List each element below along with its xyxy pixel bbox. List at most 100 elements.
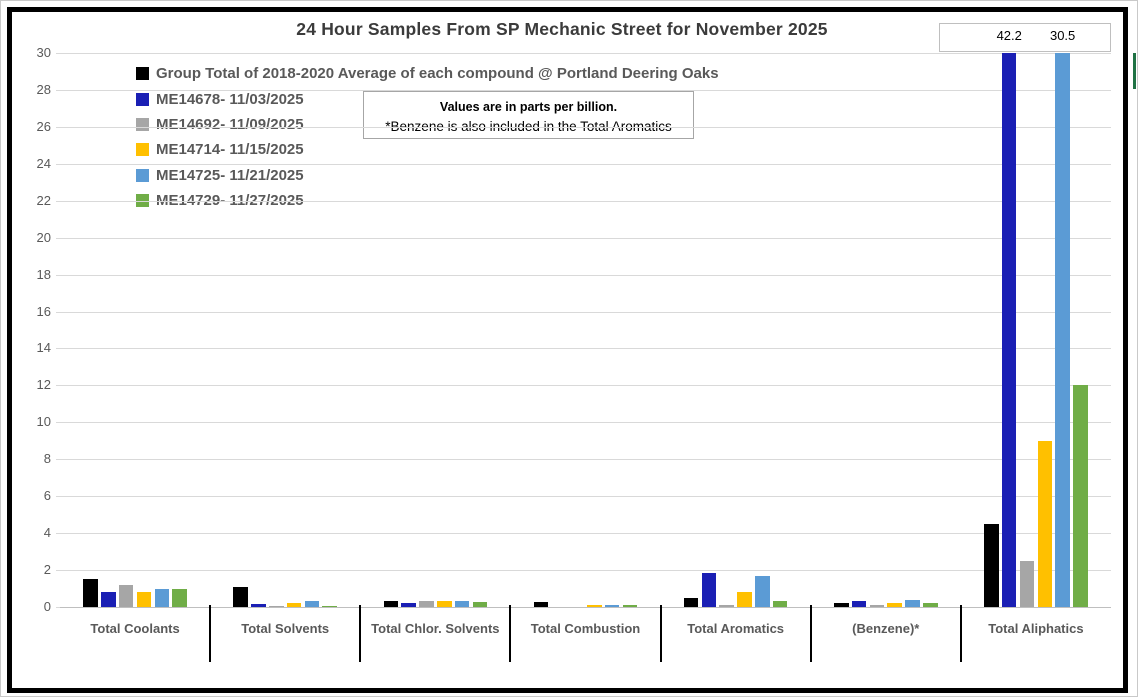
gridline-4: [60, 533, 1111, 535]
gridline-2: [60, 570, 1111, 572]
legend-label: ME14714- 11/15/2025: [156, 141, 304, 159]
bar-series1-cat5: [683, 597, 699, 607]
legend-label: ME14678- 11/03/2025: [156, 90, 304, 108]
bar-series4-cat1: [136, 592, 152, 607]
y-tick-18: [56, 274, 60, 276]
y-tick-label-8: 8: [43, 451, 51, 467]
category-label-5: Total Aromatics: [687, 621, 785, 636]
y-tick-label-10: 10: [36, 414, 51, 430]
legend-swatch-icon: [136, 67, 149, 81]
y-tick-28: [56, 89, 60, 91]
legend-label: Group Total of 2018-2020 Average of each…: [156, 65, 719, 83]
bar-series3-cat2: [269, 606, 284, 607]
bar-series1-cat7: [984, 523, 999, 607]
y-tick-0: [56, 607, 60, 608]
gridline-6: [60, 496, 1111, 498]
y-tick-label-28: 28: [36, 81, 51, 97]
gridline-8: [60, 459, 1111, 461]
bar-series6-cat4: [622, 605, 638, 607]
category-label-7: Total Aliphatics: [988, 621, 1084, 636]
gridline-24: [60, 163, 1111, 165]
bar-series1-cat3: [383, 600, 399, 607]
bar-series6-cat1: [172, 589, 187, 607]
bar-series5-cat1: [154, 589, 170, 607]
gridline-22: [60, 200, 1111, 202]
y-tick-label-0: 0: [43, 599, 51, 614]
gridline-26: [60, 126, 1111, 128]
bar-series2-cat7: [1001, 53, 1017, 607]
bar-series3-cat3: [419, 600, 434, 607]
units-note-line2: *Benzene is also included in the Total A…: [385, 119, 672, 134]
chart-title: 24 Hour Samples From SP Mechanic Street …: [296, 19, 828, 39]
legend-item-6: ME14729- 11/27/2025: [136, 188, 719, 213]
bar-series3-cat1: [118, 584, 134, 607]
y-tick-6: [56, 496, 60, 498]
legend-label: ME14729- 11/27/2025: [156, 192, 304, 210]
y-tick-label-30: 30: [36, 45, 51, 60]
legend-label: ME14725- 11/21/2025: [156, 166, 304, 184]
y-tick-30: [56, 53, 60, 54]
y-tick-label-12: 12: [36, 377, 51, 393]
gridline-18: [60, 274, 1111, 276]
bar-series6-cat2: [322, 606, 337, 607]
category-separator-3: [509, 605, 512, 662]
bar-series4-cat4: [587, 605, 602, 607]
y-tick-12: [56, 385, 60, 387]
bar-series4-cat6: [887, 603, 902, 607]
category-separator-4: [659, 605, 662, 662]
bar-series5-cat4: [604, 605, 620, 607]
legend-item-2: ME14678- 11/03/2025: [136, 86, 719, 111]
bar-series5-cat2: [304, 601, 320, 607]
bar-series3-cat6: [869, 605, 885, 607]
y-tick-label-4: 4: [43, 525, 51, 541]
category-separator-2: [359, 605, 362, 662]
category-separator-1: [209, 605, 212, 662]
bar-series4-cat7: [1037, 440, 1053, 607]
bar-series3-cat7: [1019, 560, 1035, 607]
y-tick-label-16: 16: [36, 303, 51, 319]
y-tick-label-14: 14: [36, 340, 51, 356]
excel-selected-cell-fragment: [1133, 53, 1137, 89]
bar-series1-cat2: [233, 586, 248, 607]
legend-label: ME14692- 11/09/2025: [156, 115, 304, 133]
legend-swatch-icon: [136, 168, 149, 182]
clipped-value-label-1: 42.2: [996, 28, 1022, 43]
gridline-10: [60, 422, 1111, 424]
y-tick-26: [56, 126, 60, 128]
category-label-2: Total Solvents: [241, 621, 330, 636]
category-label-4: Total Combustion: [530, 621, 641, 636]
y-tick-label-24: 24: [36, 155, 51, 171]
legend-swatch-icon: [136, 143, 149, 157]
y-tick-14: [56, 348, 60, 350]
legend-item-4: ME14714- 11/15/2025: [136, 137, 719, 162]
category-separator-5: [809, 605, 812, 662]
y-tick-2: [56, 570, 60, 572]
legend-item-5: ME14725- 11/21/2025: [136, 163, 719, 188]
y-tick-8: [56, 459, 60, 461]
gridline-14: [60, 348, 1111, 350]
y-tick-16: [56, 311, 60, 313]
bar-series6-cat7: [1073, 385, 1088, 607]
category-label-6: (Benzene)*: [852, 621, 920, 636]
gridline-30: [60, 53, 1111, 54]
category-label-3: Total Chlor. Solvents: [371, 621, 500, 636]
bar-series2-cat5: [701, 572, 717, 607]
y-tick-20: [56, 237, 60, 239]
y-tick-label-22: 22: [36, 192, 51, 208]
y-tick-label-18: 18: [36, 266, 51, 282]
bar-series5-cat3: [454, 601, 470, 607]
bar-series2-cat1: [101, 592, 116, 607]
bar-series2-cat3: [401, 603, 416, 607]
bar-series4-cat2: [286, 603, 302, 607]
chart-legend: Group Total of 2018-2020 Average of each…: [136, 61, 719, 213]
y-tick-label-6: 6: [43, 488, 51, 504]
category-separator-6: [959, 605, 962, 662]
y-tick-label-20: 20: [36, 229, 51, 245]
bar-series5-cat7: [1055, 53, 1070, 607]
y-tick-10: [56, 422, 60, 424]
bar-series6-cat6: [923, 603, 938, 607]
clipped-values-box: [939, 23, 1111, 52]
bar-series3-cat5: [719, 605, 734, 607]
bar-series1-cat1: [83, 579, 98, 607]
